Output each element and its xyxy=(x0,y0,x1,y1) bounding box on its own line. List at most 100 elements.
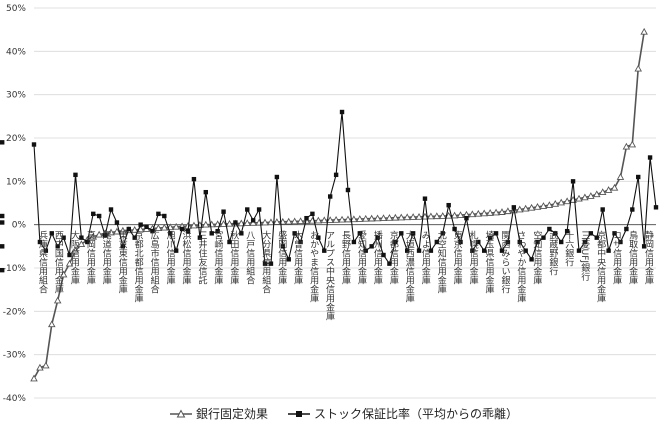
data-point xyxy=(286,257,291,262)
data-point xyxy=(474,209,483,217)
data-point xyxy=(130,225,139,233)
data-point xyxy=(126,226,131,232)
data-point xyxy=(482,248,487,253)
data-point xyxy=(132,235,137,240)
data-point xyxy=(492,208,500,216)
data-point xyxy=(640,27,648,35)
data-point xyxy=(310,211,315,217)
legend-marker xyxy=(296,411,302,417)
category-label: 埼玉県信用金庫 xyxy=(484,230,495,295)
data-point xyxy=(641,244,647,249)
legend-label: ストック保証比率（平均からの乖離） xyxy=(314,406,518,421)
data-point xyxy=(53,296,62,304)
category-label: 十六銀行 xyxy=(563,230,574,268)
data-point xyxy=(636,174,641,180)
series-layer xyxy=(0,27,659,382)
data-point xyxy=(517,239,522,245)
data-point xyxy=(634,64,642,72)
data-point xyxy=(37,239,43,245)
data-point xyxy=(268,261,274,266)
data-point xyxy=(339,109,345,115)
data-point xyxy=(79,235,84,240)
data-point xyxy=(267,218,275,226)
data-point xyxy=(393,239,398,245)
data-point xyxy=(274,174,280,180)
category-label: 京都中央信用金庫 xyxy=(595,230,606,304)
data-point xyxy=(304,215,309,221)
data-point xyxy=(581,193,589,201)
data-point xyxy=(405,248,410,253)
data-point xyxy=(564,228,570,234)
data-point xyxy=(622,142,631,150)
data-point xyxy=(179,226,185,232)
data-point xyxy=(173,248,179,253)
data-point xyxy=(630,207,635,212)
data-point xyxy=(261,218,269,226)
data-point xyxy=(114,220,120,225)
data-point xyxy=(221,209,226,214)
data-point xyxy=(582,239,588,245)
data-point xyxy=(450,211,459,219)
data-point xyxy=(284,217,293,225)
y-tick-label: -30% xyxy=(3,351,27,361)
data-point xyxy=(59,270,68,278)
category-label: 長野信用金庫 xyxy=(340,231,351,286)
data-point xyxy=(215,228,220,234)
data-point xyxy=(397,213,406,221)
data-point xyxy=(102,233,108,238)
data-point xyxy=(610,183,619,191)
data-point xyxy=(120,244,126,249)
data-point xyxy=(422,196,428,201)
legend-marker xyxy=(176,409,186,418)
category-label: 静岡信用金庫 xyxy=(643,230,654,286)
data-point xyxy=(61,235,66,240)
data-point xyxy=(612,231,617,236)
y-tick-label: -40% xyxy=(3,394,27,404)
data-point xyxy=(250,218,256,223)
data-point xyxy=(107,228,115,236)
category-label: 広島市信用組合 xyxy=(149,230,160,295)
data-point xyxy=(316,235,321,240)
category-label: 兵庫県信用組合 xyxy=(37,230,48,295)
data-point xyxy=(523,248,528,253)
data-point xyxy=(458,239,463,245)
data-point xyxy=(416,248,422,253)
data-point xyxy=(363,248,368,253)
data-point xyxy=(624,226,629,232)
category-label: 大垣西濃信用金庫 xyxy=(404,230,415,304)
y-tick-label: 10% xyxy=(6,177,26,187)
y-tick-label: 40% xyxy=(6,47,26,57)
series-1 xyxy=(30,27,648,382)
data-point xyxy=(154,224,163,231)
data-point xyxy=(476,239,481,245)
data-point xyxy=(162,213,167,219)
category-label: 京都信用金庫 xyxy=(388,230,399,286)
data-point xyxy=(262,261,268,266)
data-point xyxy=(535,239,540,245)
data-point xyxy=(209,231,214,236)
data-point xyxy=(0,220,5,225)
data-point xyxy=(326,216,334,223)
category-label: みよ信用金庫 xyxy=(420,231,431,286)
data-point xyxy=(545,201,554,209)
data-point xyxy=(379,214,388,222)
data-point xyxy=(470,248,475,253)
category-label: 八戸信用組合 xyxy=(244,231,255,286)
data-point xyxy=(344,215,352,223)
data-point xyxy=(290,217,299,225)
data-point xyxy=(144,224,149,230)
data-point xyxy=(332,215,340,223)
category-label: おかやま信用金庫 xyxy=(308,231,319,304)
data-point xyxy=(438,212,447,219)
data-point xyxy=(588,231,594,236)
y-tick-label: -10% xyxy=(3,264,27,274)
data-point xyxy=(604,186,613,193)
data-point xyxy=(563,197,571,205)
data-point xyxy=(399,231,404,236)
data-point xyxy=(628,140,637,148)
data-point xyxy=(350,215,358,223)
y-tick-label: 20% xyxy=(6,134,26,144)
category-label: 愛知信用金庫 xyxy=(356,230,367,286)
category-label: 宮崎信用金庫 xyxy=(212,230,223,286)
